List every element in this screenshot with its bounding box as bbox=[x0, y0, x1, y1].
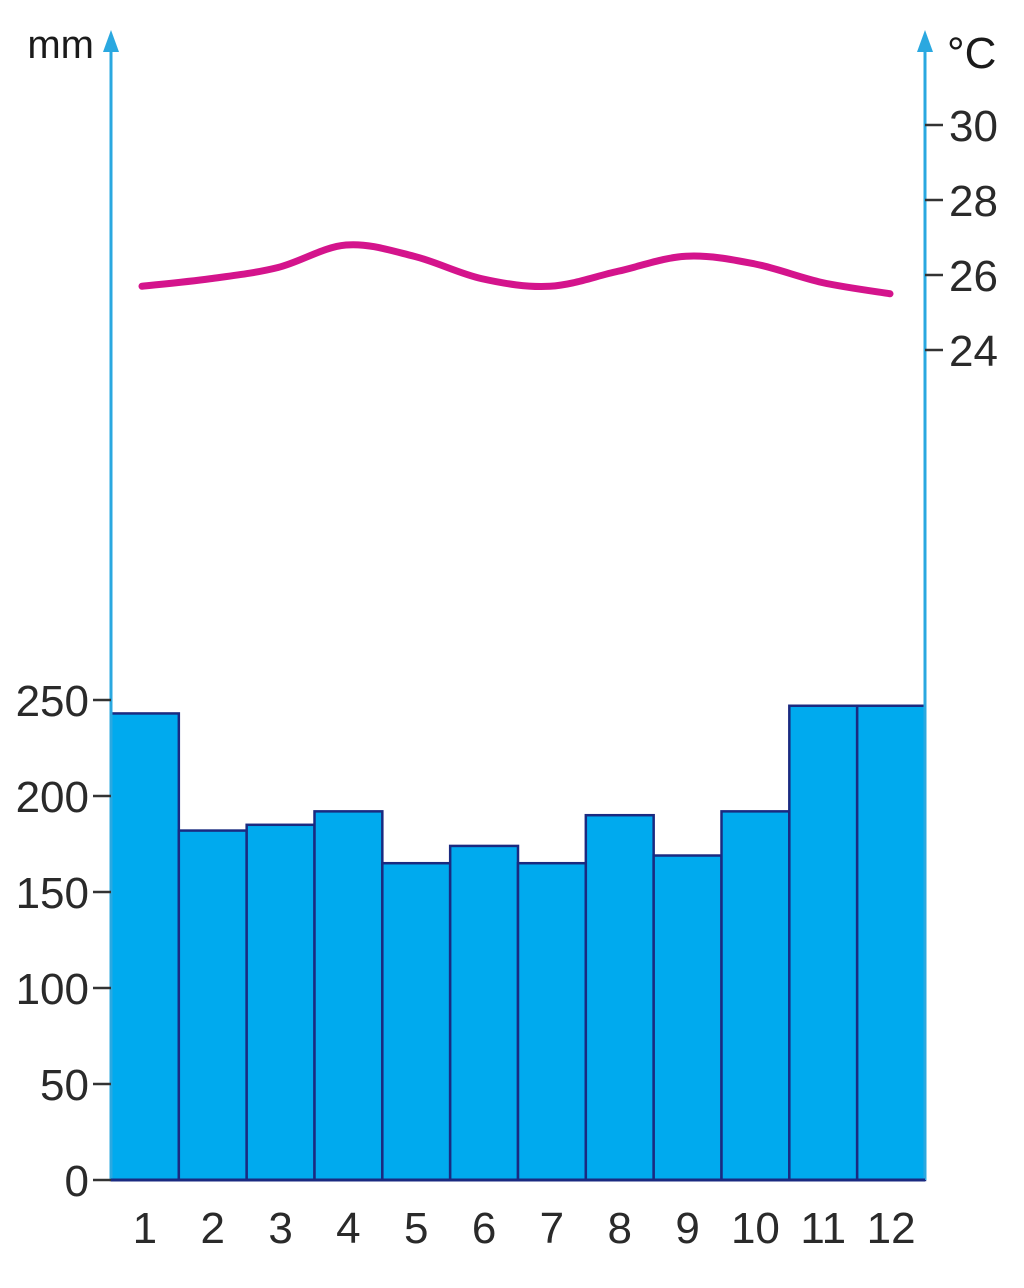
right-tick-label: 26 bbox=[949, 252, 998, 301]
bar-month-6 bbox=[448, 844, 520, 1182]
x-tick-label-7: 7 bbox=[540, 1204, 564, 1253]
temperature-line-layer bbox=[138, 241, 894, 298]
bar-month-3 bbox=[245, 823, 316, 1182]
left-tick-label: 50 bbox=[40, 1061, 89, 1110]
bar-month-5 bbox=[381, 861, 452, 1182]
right-tick-label: 24 bbox=[949, 327, 998, 376]
left-tick-label: 200 bbox=[16, 773, 89, 822]
left-tick-label: 150 bbox=[16, 869, 89, 918]
left-tick-label: 0 bbox=[65, 1157, 89, 1206]
x-tick-label-11: 11 bbox=[800, 1204, 846, 1253]
x-tick-label-10: 10 bbox=[731, 1204, 780, 1253]
x-tick-label-1: 1 bbox=[133, 1204, 157, 1253]
x-tick-label-6: 6 bbox=[472, 1204, 496, 1253]
left-tick-label: 250 bbox=[16, 677, 89, 726]
x-tick-label-12: 12 bbox=[867, 1204, 916, 1253]
x-tick-label-2: 2 bbox=[201, 1204, 225, 1253]
left-axis-arrow-icon bbox=[103, 30, 119, 52]
bar-month-8 bbox=[584, 813, 655, 1182]
left-axis-ticks: 0 50 100 150 200 250 bbox=[16, 677, 111, 1206]
left-axis-unit: mm bbox=[27, 23, 94, 67]
bar-month-1 bbox=[109, 712, 181, 1182]
x-axis-tick-labels: 1 2 3 4 5 6 7 8 9 10 11 12 bbox=[133, 1204, 916, 1253]
x-tick-label-9: 9 bbox=[675, 1204, 699, 1253]
bar-month-9 bbox=[652, 854, 723, 1182]
axes bbox=[103, 30, 933, 1182]
x-tick-label-8: 8 bbox=[608, 1204, 632, 1253]
right-axis-unit: °C bbox=[947, 29, 996, 78]
right-axis-arrow-icon bbox=[917, 30, 933, 52]
precipitation-bars bbox=[109, 704, 927, 1182]
right-tick-label: 28 bbox=[949, 177, 998, 226]
temperature-line bbox=[138, 241, 894, 298]
x-tick-label-4: 4 bbox=[336, 1204, 360, 1253]
bar-month-7 bbox=[516, 861, 588, 1182]
left-tick-label: 100 bbox=[16, 965, 89, 1014]
right-axis-ticks: 24 26 28 30 bbox=[925, 102, 998, 376]
x-tick-label-3: 3 bbox=[268, 1204, 292, 1253]
bar-month-10 bbox=[720, 810, 791, 1182]
x-tick-label-5: 5 bbox=[404, 1204, 428, 1253]
right-tick-label: 30 bbox=[949, 102, 998, 151]
bar-month-4 bbox=[313, 810, 384, 1182]
bar-month-12 bbox=[855, 704, 927, 1182]
bar-month-2 bbox=[177, 829, 248, 1182]
bar-month-11 bbox=[788, 704, 859, 1182]
